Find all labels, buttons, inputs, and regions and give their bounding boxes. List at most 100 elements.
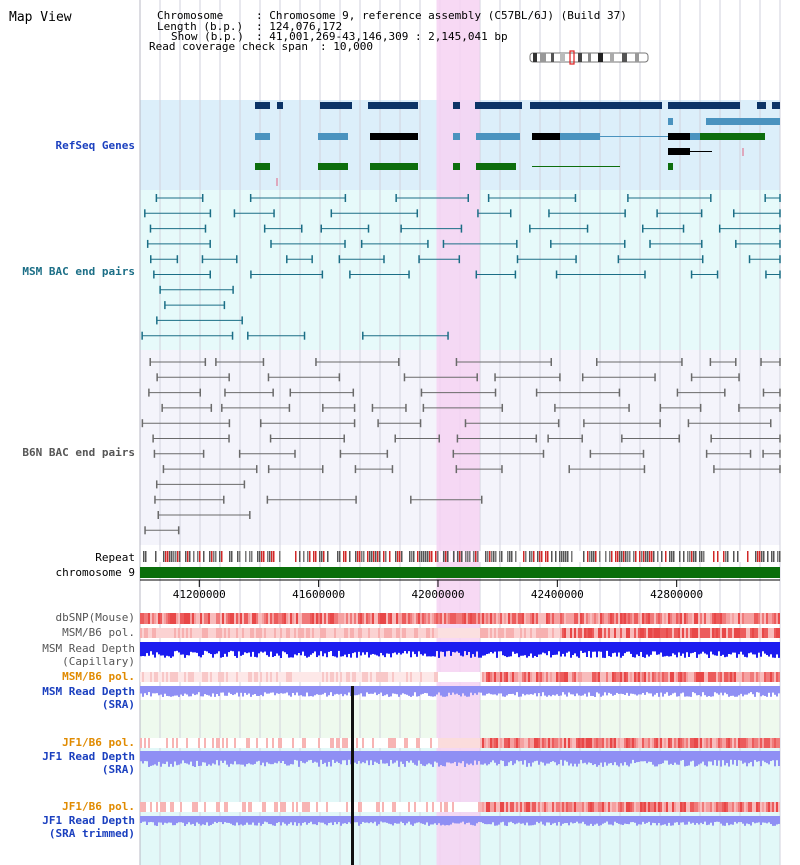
refseq-gene-exon[interactable] [318,163,348,170]
msm-read-capillary-bar [614,642,616,653]
jf1-b6-pol-1-cell [162,738,164,748]
jf1-b6-pol-2-cell [556,802,558,812]
jf1-b6-pol-2-cell [206,802,208,812]
jf1-b6-pol-2-cell [374,802,376,812]
jf1-read-trimmed-bar [392,816,394,826]
refseq-gene-exon[interactable] [453,133,460,140]
msm-read-sra-bar [712,686,714,697]
msm-read-capillary-bar [480,642,482,658]
jf1-b6-pol-2-cell [582,802,584,812]
jf1-b6-pol-2-cell [618,802,620,812]
bac-end-pair-features[interactable] [141,194,781,535]
refseq-gene-exon[interactable] [475,102,522,109]
track-label-repeat[interactable]: Repeat [95,551,135,564]
dbsnp-cell [636,613,638,624]
msm-b6-pol-cell [250,628,252,638]
jf1-b6-pol-2-cell [658,802,660,812]
refseq-gene-features[interactable] [255,102,780,186]
msm-b6-pol-2-cell [296,672,298,682]
track-label-msm-bac[interactable]: MSM BAC end pairs [22,265,135,278]
refseq-gene-exon[interactable] [757,102,766,109]
jf1-read-sra-bar [482,751,484,765]
jf1-read-sra-bar [492,751,494,761]
msm-read-capillary-bar [664,642,666,657]
jf1-b6-pol-1-cell [456,738,458,748]
refseq-gene-green-exon[interactable] [700,133,765,140]
jf1-read-trimmed-bar [202,816,204,825]
refseq-gene-coding-exon[interactable] [370,133,418,140]
axis-tick-label: 41200000 [173,588,226,601]
chromosome-ideogram-icon[interactable] [529,50,649,65]
refseq-gene-exon[interactable] [368,102,418,109]
refseq-gene-exon[interactable] [318,133,348,140]
refseq-gene-exon[interactable] [320,102,352,109]
msm-b6-pol-cell [188,628,190,638]
track-label-jf1-read-trim-1[interactable]: JF1 Read Depth [42,814,135,827]
refseq-gene-coding-exon[interactable] [668,133,690,140]
ideogram-position-marker[interactable] [569,50,575,65]
refseq-gene-exon[interactable] [255,102,270,109]
refseq-gene-exon[interactable] [668,118,673,125]
msm-read-capillary-bar [608,642,610,657]
chromosome-bar[interactable] [140,567,780,578]
refseq-gene-exon[interactable] [255,163,270,170]
dbsnp-cell [500,613,502,624]
msm-b6-pol-2-cell [238,672,240,682]
jf1-read-trimmed-bar [514,816,516,825]
msm-read-capillary-bar [406,642,408,654]
track-label-b6n-bac[interactable]: B6N BAC end pairs [22,446,135,459]
jf1-b6-pol-1-cell [700,738,702,748]
msm-read-sra-bar [166,686,168,696]
refseq-gene-exon[interactable] [668,102,740,109]
refseq-gene-exon[interactable] [668,163,673,170]
jf1-b6-pol-1-cell [222,738,224,748]
msm-read-capillary-bar [232,642,234,652]
refseq-gene-exon[interactable] [668,148,690,155]
msm-read-capillary-bar [212,642,214,658]
msm-b6-pol-cell [568,628,570,638]
jf1-read-trimmed-bar [744,816,746,826]
jf1-read-trimmed-bar [154,816,156,826]
jf1-b6-pol-1-cell [382,738,384,748]
selected-region-highlight[interactable] [436,0,480,865]
dbsnp-cell [734,613,736,624]
refseq-gene-exon[interactable] [532,133,600,140]
msm-read-capillary-bar [380,642,382,653]
refseq-gene-exon[interactable] [255,133,270,140]
highlight-region[interactable] [436,0,480,865]
track-label-dbsnp[interactable]: dbSNP(Mouse) [55,611,135,624]
msm-read-sra-bar [536,686,538,697]
track-label-jf1-b6-pol-1[interactable]: JF1/B6 pol. [62,736,135,749]
track-label-msm-b6-pol-2[interactable]: MSM/B6 pol. [62,670,135,683]
refseq-gene-coding-exon[interactable] [532,133,560,140]
track-label-msm-read-sra-2: (SRA) [101,698,135,711]
refseq-gene-exon[interactable] [453,102,460,109]
refseq-gene-exon[interactable] [706,118,780,125]
jf1-read-trimmed-bar [528,816,530,826]
refseq-gene-exon[interactable] [530,102,662,109]
refseq-gene-exon[interactable] [772,102,780,109]
msm-b6-pol-2-cell [414,672,416,682]
track-label-msm-b6-pol-1[interactable]: MSM/B6 pol. [62,626,135,639]
jf1-b6-pol-2-cell [278,802,280,812]
track-label-jf1-read-sra-1[interactable]: JF1 Read Depth [42,750,135,763]
refseq-gene-exon[interactable] [453,163,460,170]
repeat-cell [693,551,695,562]
track-label-msm-read-cap-1[interactable]: MSM Read Depth [42,642,135,655]
track-label-jf1-b6-pol-2[interactable]: JF1/B6 pol. [62,800,135,813]
refseq-gene-exon[interactable] [277,102,283,109]
dbsnp-cell [288,613,290,624]
jf1-read-sra-bar [596,751,598,767]
refseq-gene-exon[interactable] [476,163,516,170]
refseq-gene-exon[interactable] [476,133,520,140]
track-label-refseq[interactable]: RefSeq Genes [55,139,135,152]
jf1-b6-pol-2-cell [316,802,318,812]
dbsnp-cell [346,613,348,624]
msm-read-sra-bar [462,686,464,694]
jf1-read-trimmed-bar [732,816,734,825]
msm-b6-pol-2-cell [356,672,358,682]
refseq-gene-exon[interactable] [370,163,418,170]
track-label-msm-read-sra-1[interactable]: MSM Read Depth [42,685,135,698]
jf1-b6-pol-1-cell [662,738,664,748]
